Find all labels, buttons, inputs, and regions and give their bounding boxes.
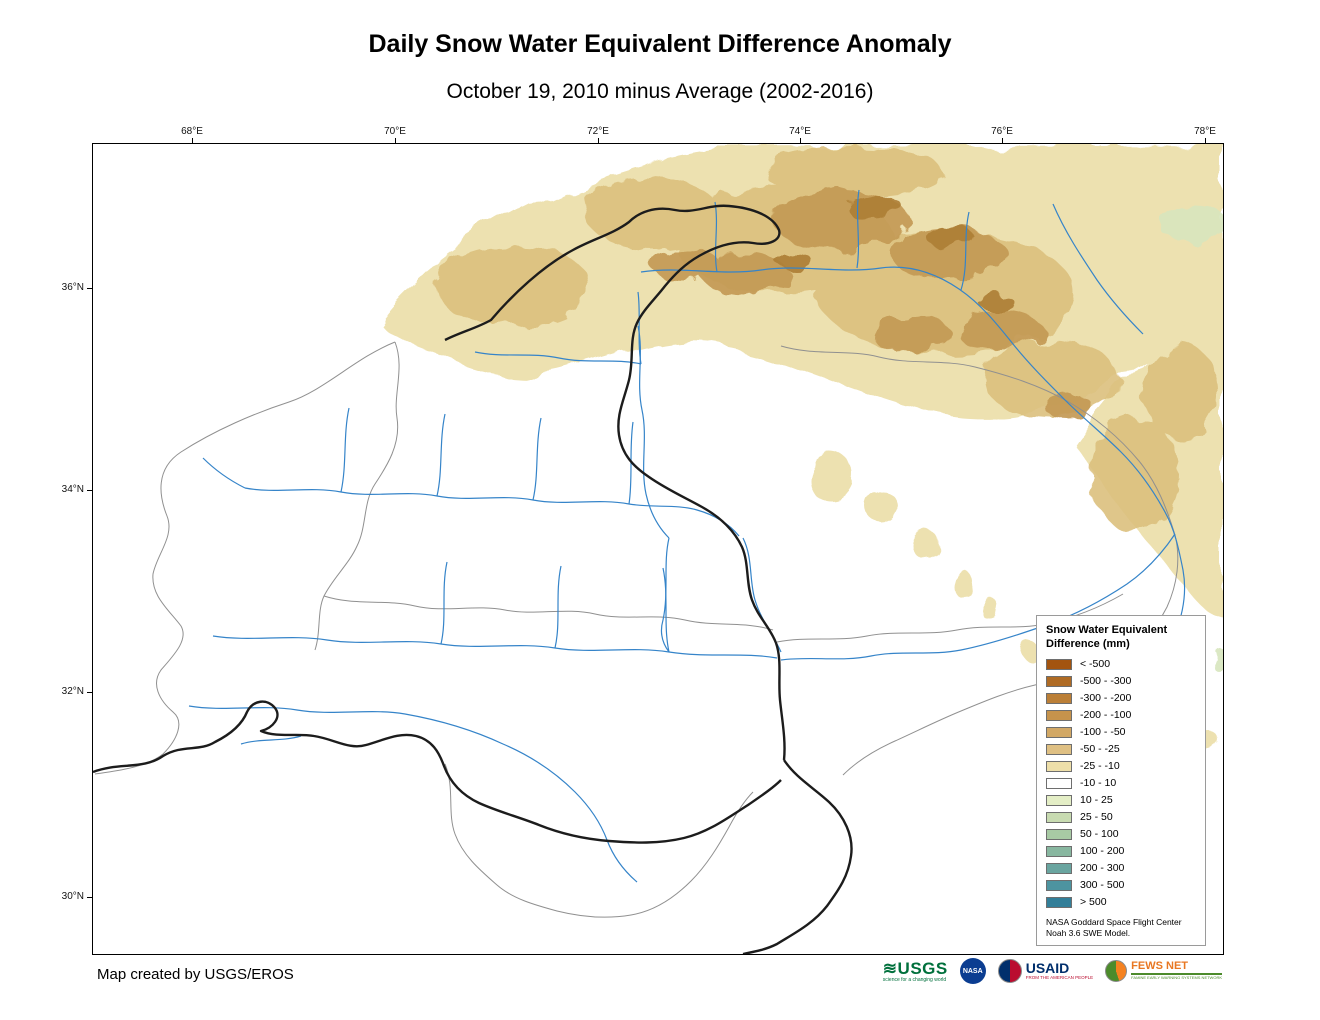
x-tick-label: 68°E [181,126,203,137]
legend-entry-label: -25 - -10 [1080,760,1120,773]
legend: Snow Water Equivalent Difference (mm) < … [1036,615,1206,946]
legend-entry-label: 200 - 300 [1080,862,1125,875]
map-canvas: Snow Water Equivalent Difference (mm) < … [92,143,1224,955]
legend-entry: -50 - -25 [1046,741,1199,758]
legend-source: NASA Goddard Space Flight Center Noah 3.… [1046,916,1182,939]
legend-entry-label: -200 - -100 [1080,709,1132,722]
legend-entry: -200 - -100 [1046,707,1199,724]
legend-entry: -300 - -200 [1046,690,1199,707]
x-tick-label: 72°E [587,126,609,137]
legend-entry: 100 - 200 [1046,843,1199,860]
y-tick-label: 34°N [61,484,84,495]
usaid-tagline: FROM THE AMERICAN PEOPLE [1025,975,1094,981]
usaid-logo: USAID FROM THE AMERICAN PEOPLE [997,959,1094,983]
usaid-emblem-icon [997,959,1022,983]
y-tick-label: 36°N [61,282,84,293]
x-tick-label: 74°E [789,126,811,137]
legend-title: Snow Water Equivalent Difference (mm) [1046,624,1168,651]
legend-swatch [1046,794,1072,806]
x-tick-label: 78°E [1194,126,1216,137]
basin-boundaries [94,341,1179,918]
legend-entry: -25 - -10 [1046,758,1199,775]
tick-mark [395,138,396,143]
snow-anomaly-raster [378,144,1223,753]
usgs-logo: ≋USGS science for a changing world [883,960,948,983]
partner-logos: ≋USGS science for a changing world NASA … [883,958,1222,984]
legend-swatch [1046,777,1072,789]
tick-mark [1002,138,1003,143]
legend-entry-label: 25 - 50 [1080,811,1113,824]
usgs-wave-icon: ≋ [882,958,898,978]
legend-entry: -10 - 10 [1046,775,1199,792]
legend-swatch [1046,743,1072,755]
legend-swatch [1046,811,1072,823]
y-tick-label: 30°N [61,891,84,902]
legend-entry-label: -500 - -300 [1080,675,1132,688]
legend-swatch [1046,726,1072,738]
legend-entry-label: 300 - 500 [1080,879,1125,892]
legend-entry-label: -300 - -200 [1080,692,1132,705]
usaid-wordmark: USAID [1025,960,1070,977]
map-graphic [93,144,1223,954]
legend-entry: < -500 [1046,656,1199,673]
usgs-wordmark: ≋USGS [882,958,948,978]
tick-mark [1205,138,1206,143]
legend-swatch [1046,709,1072,721]
legend-entry: -100 - -50 [1046,724,1199,741]
page-title: Daily Snow Water Equivalent Difference A… [368,30,952,58]
x-tick-label: 70°E [384,126,406,137]
tick-mark [87,897,92,898]
legend-entry-label: 50 - 100 [1080,828,1119,841]
legend-swatch [1046,862,1072,874]
legend-entries: < -500 -500 - -300 -300 - -200 -200 - -1… [1046,656,1199,911]
usgs-tagline: science for a changing world [882,976,947,983]
legend-entry-label: -10 - 10 [1080,777,1117,790]
legend-entry: 10 - 25 [1046,792,1199,809]
tick-mark [192,138,193,143]
legend-entry-label: > 500 [1080,896,1107,909]
legend-swatch [1046,658,1072,670]
legend-entry: > 500 [1046,894,1199,911]
legend-entry: 200 - 300 [1046,860,1199,877]
tick-mark [598,138,599,143]
fewsnet-wordmark: FEWS NET [1131,961,1222,976]
legend-swatch [1046,845,1072,857]
nasa-wordmark: NASA [962,967,983,975]
watershed-boundary [93,204,853,954]
tick-mark [87,490,92,491]
legend-swatch [1046,879,1072,891]
tick-mark [800,138,801,143]
tick-mark [87,692,92,693]
legend-swatch [1046,675,1072,687]
legend-entry-label: 10 - 25 [1080,794,1113,807]
fewsnet-emblem-icon [1105,960,1128,982]
legend-swatch [1046,760,1072,772]
legend-entry: 300 - 500 [1046,877,1199,894]
y-tick-label: 32°N [61,686,84,697]
map-credit: Map created by USGS/EROS [97,966,294,983]
legend-entry-label: -100 - -50 [1080,726,1126,739]
page-subtitle: October 19, 2010 minus Average (2002-201… [446,80,874,103]
tick-mark [87,288,92,289]
fewsnet-tagline: FAMINE EARLY WARNING SYSTEMS NETWORK [1131,975,1222,981]
legend-entry-label: 100 - 200 [1080,845,1125,858]
legend-swatch [1046,896,1072,908]
fewsnet-logo: FEWS NET FAMINE EARLY WARNING SYSTEMS NE… [1105,960,1222,982]
legend-entry: 50 - 100 [1046,826,1199,843]
legend-entry: -500 - -300 [1046,673,1199,690]
nasa-logo: NASA [959,958,986,984]
legend-entry-label: -50 - -25 [1080,743,1120,756]
legend-swatch [1046,692,1072,704]
x-tick-label: 76°E [991,126,1013,137]
legend-swatch [1046,828,1072,840]
legend-entry-label: < -500 [1080,658,1111,671]
legend-entry: 25 - 50 [1046,809,1199,826]
